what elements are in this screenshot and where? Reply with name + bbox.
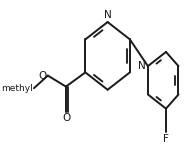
- Text: N: N: [104, 10, 112, 20]
- Text: F: F: [163, 134, 169, 144]
- Text: N: N: [138, 61, 146, 71]
- Text: O: O: [62, 113, 71, 123]
- Text: O: O: [38, 71, 46, 81]
- Text: methyl: methyl: [2, 84, 33, 93]
